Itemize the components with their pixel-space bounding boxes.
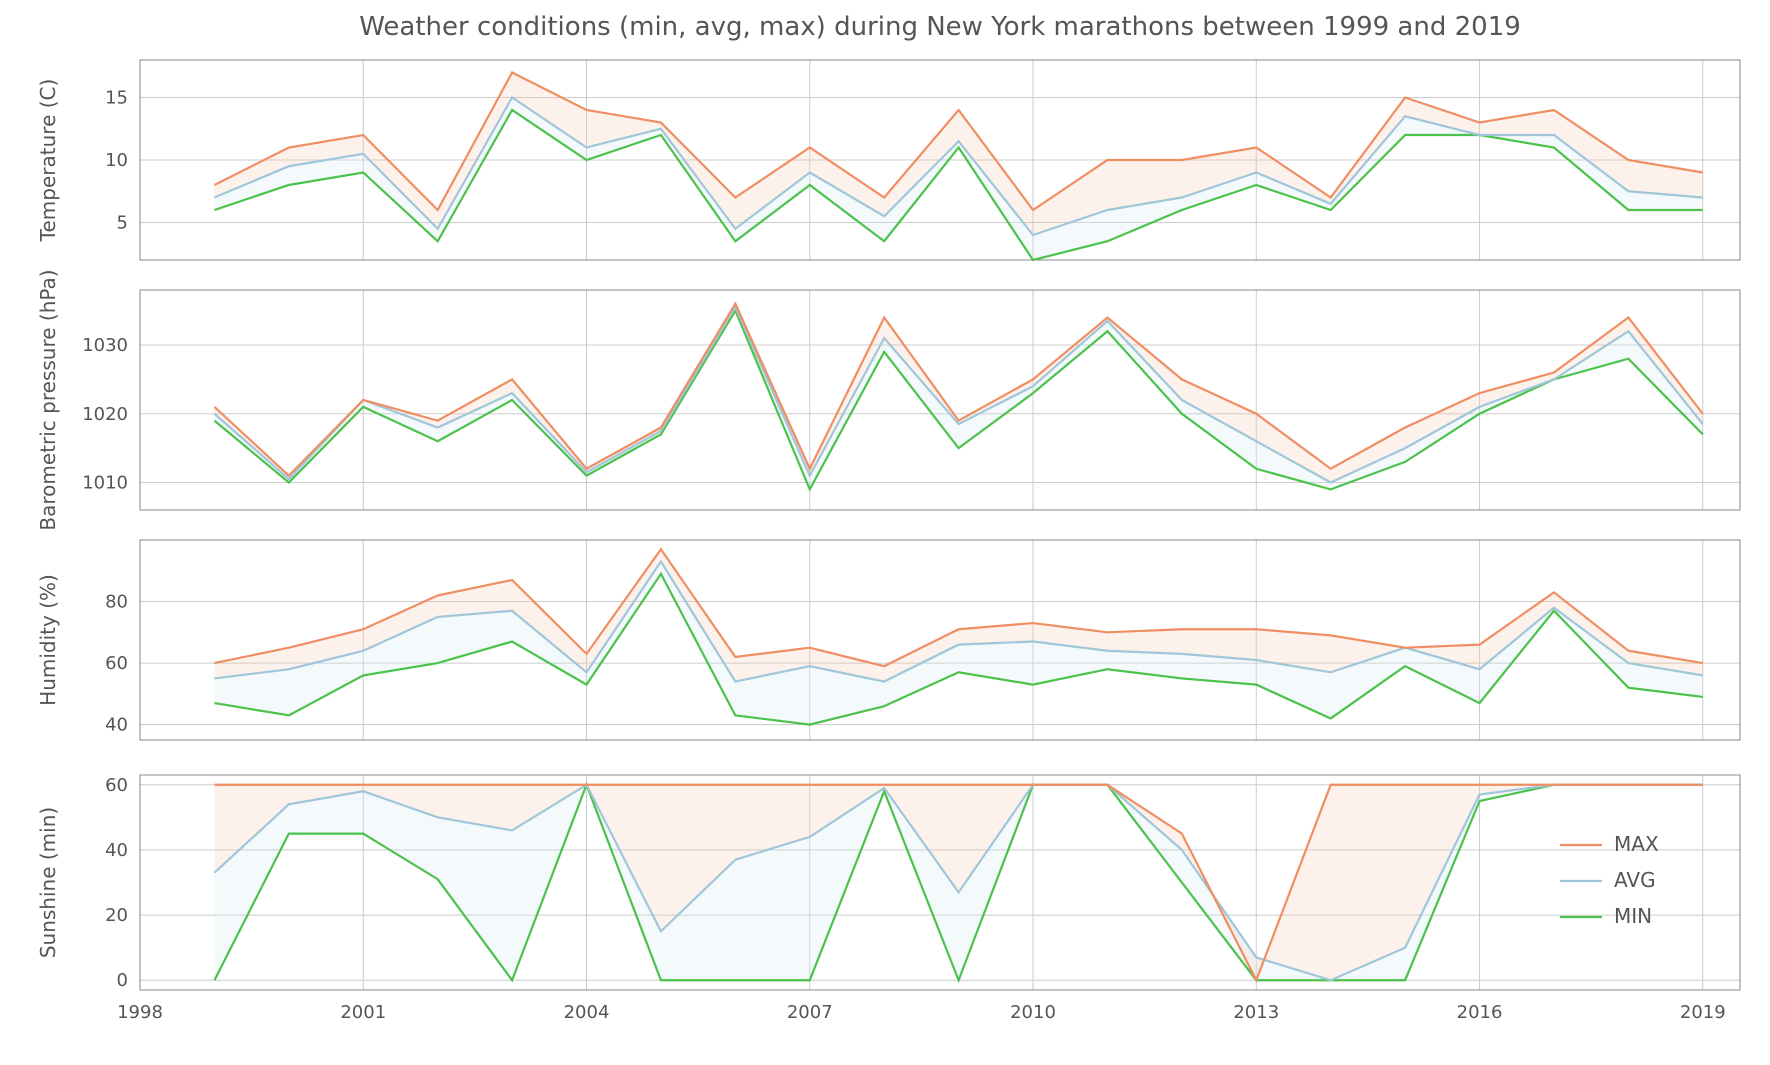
y-tick-label: 1010 [82, 473, 128, 494]
x-tick-label: 2010 [1010, 1002, 1056, 1023]
y-tick-label: 0 [117, 970, 128, 991]
x-tick-label: 2013 [1233, 1002, 1279, 1023]
y-tick-label: 5 [117, 213, 128, 234]
x-tick-label: 2004 [564, 1002, 610, 1023]
panel-sunshine: 0 20 40 60 Sunshine (min) [36, 775, 1740, 991]
chart-root: Weather conditions (min, avg, max) durin… [0, 0, 1770, 1065]
x-tick-label: 2001 [340, 1002, 386, 1023]
ylabel-pressure: Barometric pressure (hPa) [36, 269, 60, 530]
legend: MAX AVG MIN [1560, 832, 1659, 928]
y-tick-label: 1030 [82, 335, 128, 356]
panel-humidity: 40 60 80 Humidity (%) [36, 540, 1740, 740]
x-tick-label: 1998 [117, 1002, 163, 1023]
y-tick-label: 60 [105, 775, 128, 796]
panel-pressure: 1010 1020 1030 Barometric pressure (hPa) [36, 269, 1740, 530]
chart-title: Weather conditions (min, avg, max) durin… [359, 12, 1521, 42]
y-tick-label: 15 [105, 88, 128, 109]
figure-svg: Weather conditions (min, avg, max) durin… [0, 0, 1770, 1065]
y-tick-label: 10 [105, 150, 128, 171]
y-tick-label: 1020 [82, 404, 128, 425]
ylabel-humidity: Humidity (%) [36, 574, 60, 706]
legend-label-max: MAX [1614, 832, 1659, 856]
y-tick-label: 80 [105, 592, 128, 613]
x-tick-label: 2016 [1457, 1002, 1503, 1023]
legend-label-avg: AVG [1614, 868, 1656, 892]
panel-temperature: 5 10 15 Temperature (C) [36, 60, 1740, 260]
ylabel-temperature: Temperature (C) [36, 79, 60, 243]
x-tick-label: 2019 [1680, 1002, 1726, 1023]
y-tick-label: 60 [105, 653, 128, 674]
ylabel-sunshine: Sunshine (min) [36, 807, 60, 958]
x-tick-label: 2007 [787, 1002, 833, 1023]
y-tick-label: 40 [105, 840, 128, 861]
y-tick-label: 40 [105, 715, 128, 736]
legend-label-min: MIN [1614, 904, 1652, 928]
y-tick-label: 20 [105, 905, 128, 926]
